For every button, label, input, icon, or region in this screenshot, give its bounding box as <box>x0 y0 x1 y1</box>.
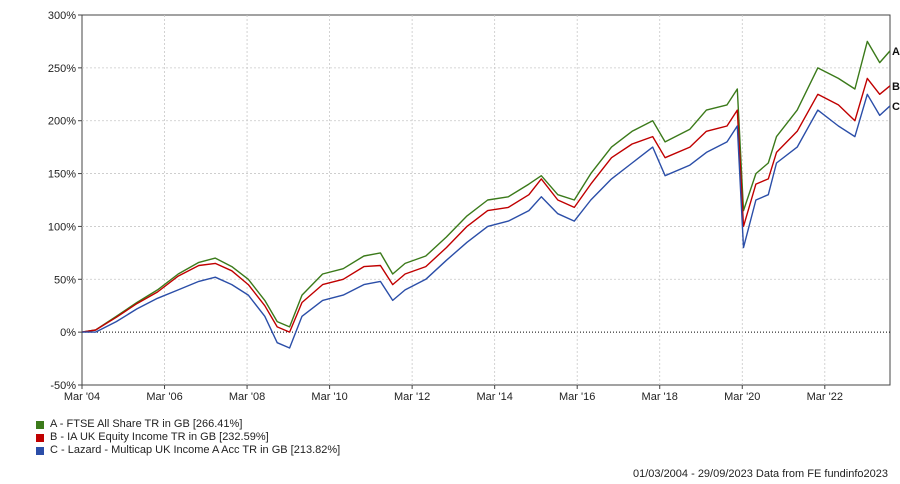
legend-item-b: B - IA UK Equity Income TR in GB [232.59… <box>36 431 340 444</box>
x-tick-label: Mar '14 <box>476 391 512 400</box>
series-line-a <box>81 40 891 333</box>
series-end-label-c: C <box>892 101 900 113</box>
x-tick-label: Mar '16 <box>559 391 595 400</box>
x-tick-label: Mar '18 <box>642 391 678 400</box>
legend-swatch-a <box>36 420 44 429</box>
x-axis-ticks: Mar '04 Mar '06 Mar '08 Mar '10 Mar '12 Mar '… <box>64 385 843 400</box>
plot-area <box>81 14 891 386</box>
legend-swatch-b <box>36 433 44 442</box>
grid-lines <box>82 15 890 385</box>
series-line-c <box>82 93 891 349</box>
legend-item-a: A - FTSE All Share TR in GB [266.41%] <box>36 418 340 431</box>
series-end-label-b: B <box>892 81 900 93</box>
x-tick-label: Mar '12 <box>394 391 430 400</box>
line-chart: -50%0%50%100%150%200%250%300% Mar '04 Mar… <box>48 10 900 400</box>
x-tick-label: Mar '22 <box>807 391 843 400</box>
chart-legend: A - FTSE All Share TR in GB [266.41%] B … <box>36 418 340 457</box>
x-tick-label: Mar '10 <box>311 391 347 400</box>
y-tick-label: 0% <box>60 327 76 339</box>
legend-label-c: C - Lazard - Multicap UK Income A Acc TR… <box>50 444 341 456</box>
y-tick-label: 200% <box>48 116 76 128</box>
y-axis-ticks: -50% 0% 50% 100% 150% 200% 250% 300% <box>48 10 82 392</box>
x-tick-label: Mar '06 <box>146 391 182 400</box>
x-tick-label: Mar '20 <box>724 391 760 400</box>
series-end-label-a: A <box>892 46 900 58</box>
y-tick-label: 100% <box>48 221 76 233</box>
legend-item-c: C - Lazard - Multicap UK Income A Acc TR… <box>36 444 340 457</box>
legend-label-b: B - IA UK Equity Income TR in GB [232.59… <box>50 431 269 443</box>
y-tick-label: 50% <box>54 274 76 286</box>
footer-source: 01/03/2004 - 29/09/2023 Data from FE fun… <box>632 468 888 480</box>
legend-label-a: A - FTSE All Share TR in GB [266.41%] <box>50 418 243 430</box>
series-end-labels: A BC <box>892 46 900 113</box>
y-tick-label: 300% <box>48 10 76 22</box>
x-tick-label: Mar '04 <box>64 391 100 400</box>
x-tick-label: Mar '08 <box>229 391 265 400</box>
series-line-b <box>81 77 891 333</box>
series-lines <box>81 40 891 349</box>
y-tick-label: 150% <box>48 169 76 181</box>
legend-swatch-c <box>36 446 44 455</box>
y-tick-label: 250% <box>48 63 76 75</box>
y-tick-label: -50% <box>50 380 76 392</box>
